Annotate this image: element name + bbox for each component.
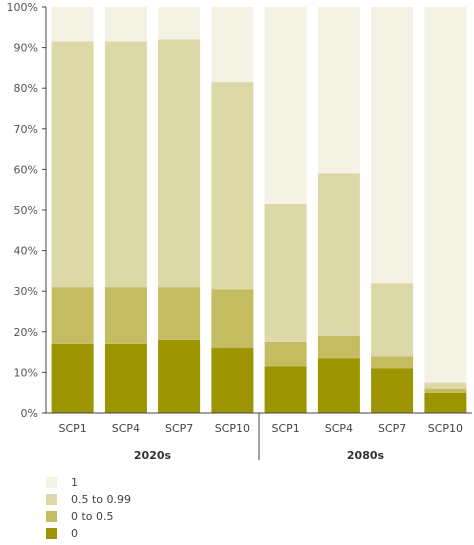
legend-label: 1 [71, 475, 78, 489]
group-label-2020s: 2020s [134, 449, 172, 462]
bar-segment-scp10-series-2 [424, 382, 467, 389]
x-axis: SCP1 SCP4 SCP7 SCP10 SCP1 SCP4 SCP7 SCP10 2020s 2… [46, 412, 472, 462]
legend-item-0: 0 [46, 525, 131, 541]
bar-segment-scp7-series-0 [371, 368, 414, 413]
bar-segment-scp10-series-1 [211, 289, 254, 349]
legend-item-0-to-0.5: 0 to 0.5 [46, 508, 131, 524]
bar-segment-scp7-series-3 [158, 7, 201, 40]
bar-segment-scp1-series-0 [264, 366, 307, 413]
bar-segment-scp4-series-1 [104, 287, 147, 344]
y-tick-label: 80% [14, 82, 38, 95]
bar-segment-scp1-series-1 [264, 341, 307, 367]
x-tick-label: SCP1 [58, 422, 86, 435]
x-tick-label: SCP10 [428, 422, 463, 435]
y-tick-label: 30% [14, 285, 38, 298]
y-tick-label: 100% [7, 1, 38, 14]
bar-segment-scp10-series-1 [424, 388, 467, 393]
y-tick-label: 90% [14, 42, 38, 55]
y-tick-label: 10% [14, 366, 38, 379]
bar-segment-scp1-series-1 [51, 287, 94, 344]
bar-segment-scp4-series-0 [104, 344, 147, 413]
legend-swatch-1 [46, 476, 57, 488]
y-tick-label: 50% [14, 204, 38, 217]
bar-segment-scp1-series-3 [51, 7, 94, 42]
x-tick-label: SCP10 [215, 422, 250, 435]
bar-segment-scp7-series-0 [158, 339, 201, 413]
x-tick-label: SCP4 [325, 422, 353, 435]
bar-segment-scp7-series-2 [158, 39, 201, 288]
bar-segment-scp4-series-2 [104, 41, 147, 288]
legend-item-0.5-to-0.99: 0.5 to 0.99 [46, 491, 131, 507]
y-tick-label: 70% [14, 123, 38, 136]
x-tick-label: SCP7 [165, 422, 193, 435]
bar-segment-scp7-series-1 [158, 287, 201, 340]
y-axis: 0% 10% 20% 30% 40% 50% 60% 70% 80% 90% 100% [7, 1, 47, 420]
legend-label: 0 [71, 526, 78, 540]
y-tick-label: 0% [21, 407, 38, 420]
legend-swatch-0-to-0.5 [46, 510, 57, 522]
bar-segment-scp10-series-2 [211, 82, 254, 290]
bar-segment-scp7-series-1 [371, 356, 414, 369]
bar-segment-scp1-series-2 [51, 41, 94, 288]
y-tick-label: 40% [14, 245, 38, 258]
y-tick-label: 20% [14, 326, 38, 339]
bar-segment-scp1-series-0 [51, 344, 94, 413]
y-tick-label: 60% [14, 163, 38, 176]
legend-swatch-0.5-to-0.99 [46, 493, 57, 505]
bar-segment-scp7-series-3 [371, 7, 414, 284]
bar-segment-scp10-series-3 [424, 7, 467, 383]
x-tick-label: SCP7 [378, 422, 406, 435]
bar-segment-scp10-series-0 [424, 392, 467, 413]
legend-label: 0 to 0.5 [71, 509, 114, 523]
bars-layer [51, 7, 467, 413]
x-tick-label: SCP1 [271, 422, 299, 435]
bar-segment-scp10-series-3 [211, 7, 254, 83]
bar-segment-scp1-series-2 [264, 203, 307, 342]
x-tick-label: SCP4 [112, 422, 140, 435]
bar-segment-scp10-series-0 [211, 348, 254, 413]
bar-segment-scp1-series-3 [264, 7, 307, 204]
bar-segment-scp7-series-2 [371, 283, 414, 357]
bar-segment-scp4-series-3 [104, 7, 147, 42]
bar-segment-scp4-series-1 [317, 335, 360, 359]
legend-swatch-0 [46, 527, 57, 539]
legend-label: 0.5 to 0.99 [71, 492, 132, 506]
bar-segment-scp4-series-0 [317, 358, 360, 413]
bar-segment-scp4-series-3 [317, 7, 360, 174]
group-label-2080s: 2080s [347, 449, 385, 462]
legend-item-1: 1 [46, 474, 131, 490]
legend: 1 0.5 to 0.99 0 to 0.5 0 [46, 474, 131, 542]
bar-segment-scp4-series-2 [317, 173, 360, 336]
